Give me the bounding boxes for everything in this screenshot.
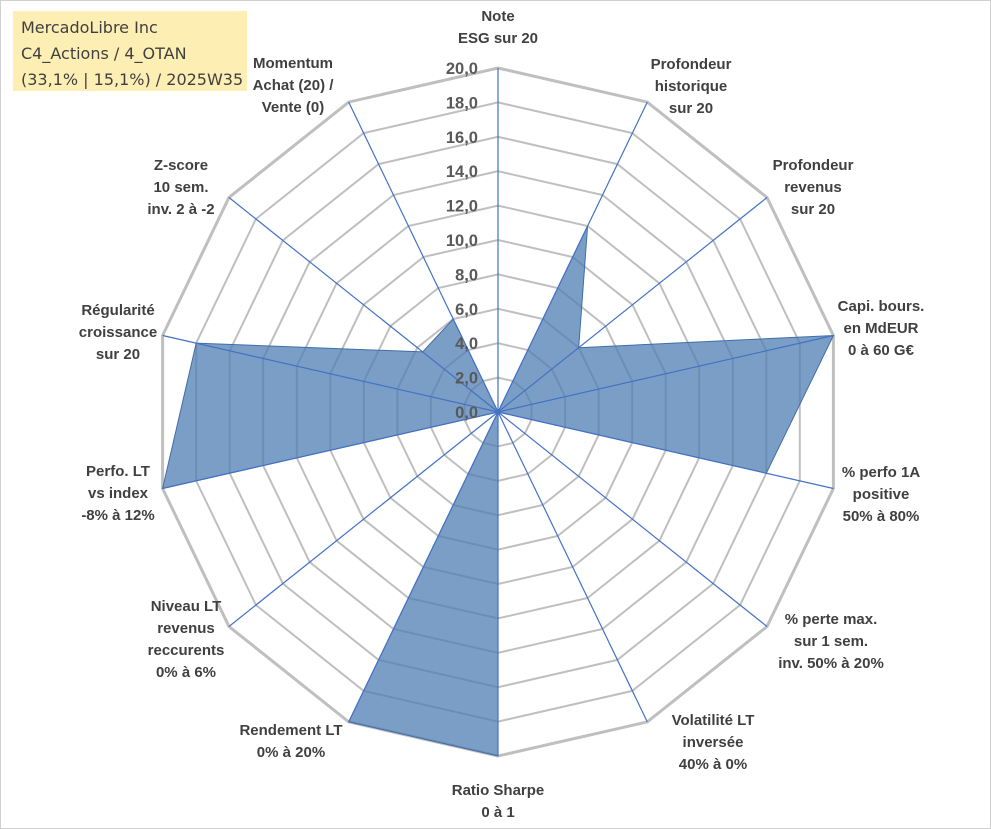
tick-label-5: 10,0 — [446, 232, 478, 250]
spoke-layer — [162, 68, 834, 756]
axis-label-12: Z-score 10 sem. inv. 2 à -2 — [147, 157, 214, 218]
tick-label-2: 4,0 — [455, 335, 478, 353]
tick-label-4: 8,0 — [455, 266, 478, 284]
axis-label-13: Momentum Achat (20) / Vente (0) — [253, 55, 335, 116]
axis-label-7: Ratio Sharpe 0 à 1 — [452, 782, 545, 821]
axis-label-9: Niveau LT revenus reccurents 0% à 6% — [148, 598, 225, 681]
spoke-5 — [497, 411, 768, 627]
company-name: MercadoLibre Inc — [21, 18, 158, 37]
tick-label-0: 0,0 — [455, 404, 478, 422]
spoke-2 — [497, 197, 768, 413]
tick-label-3: 6,0 — [455, 301, 478, 319]
title-box: MercadoLibre Inc C4_Actions / 4_OTAN (33… — [13, 11, 247, 91]
axis-label-11: Régularité croissance sur 20 — [79, 302, 157, 363]
axis-label-2: Profondeur revenus sur 20 — [773, 157, 854, 218]
tick-label-9: 18,0 — [446, 94, 478, 112]
axis-label-layer: Note ESG sur 20 Profondeur historique sur 20… — [79, 8, 925, 821]
spoke-6 — [497, 411, 648, 723]
spoke-11 — [162, 334, 499, 413]
axis-label-3: Capi. bours. en MdEUR 0 à 60 G€ — [838, 298, 925, 359]
tick-label-10: 20,0 — [446, 60, 478, 78]
axis-label-4: % perfo 1A positive 50% à 80% — [842, 464, 921, 525]
axis-label-10: Perfo. LT vs index -8% à 12% — [81, 463, 154, 524]
tick-label-6: 12,0 — [446, 198, 478, 216]
spoke-12 — [228, 197, 499, 413]
spoke-10 — [162, 411, 499, 490]
axis-label-6: Volatilité LT inversée 40% à 0% — [672, 712, 755, 773]
tick-label-7: 14,0 — [446, 163, 478, 181]
spoke-4 — [497, 411, 834, 490]
tick-label-8: 16,0 — [446, 129, 478, 147]
performance-week: (33,1% | 15,1%) / 2025W35 — [21, 70, 244, 89]
spoke-13 — [348, 101, 499, 413]
spoke-3 — [497, 334, 834, 413]
tick-label-layer: 0,0 2,0 4,0 6,0 8,0 10,0 12,0 14,0 16,0 18,0 20,0 — [446, 60, 478, 422]
tick-label-1: 2,0 — [455, 370, 478, 388]
axis-label-1: Profondeur historique sur 20 — [651, 56, 732, 117]
spoke-1 — [497, 101, 648, 413]
spoke-8 — [348, 411, 499, 723]
axis-label-8: Rendement LT 0% à 20% — [239, 722, 342, 761]
axis-label-5: % perte max. sur 1 sem. inv. 50% à 20% — [778, 611, 884, 672]
portfolio-category: C4_Actions / 4_OTAN — [21, 44, 187, 63]
spoke-9 — [228, 411, 499, 627]
axis-label-0: Note ESG sur 20 — [458, 8, 538, 47]
